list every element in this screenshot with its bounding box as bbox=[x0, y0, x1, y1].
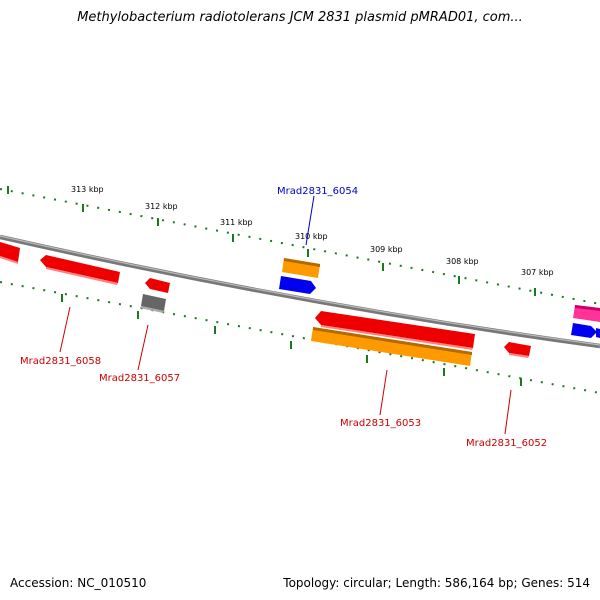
feature-cds-small[interactable] bbox=[145, 278, 170, 293]
feature-cds-mrad2831-6053[interactable] bbox=[315, 311, 475, 348]
gene-label[interactable]: Mrad2831_6058 bbox=[20, 356, 101, 367]
leader-line bbox=[59, 306, 71, 353]
leader-line bbox=[305, 195, 315, 246]
tick-label: 312 kbp bbox=[145, 202, 178, 211]
leader-line bbox=[137, 324, 149, 371]
tick-label: 308 kbp bbox=[446, 257, 479, 266]
tick-label: 311 kbp bbox=[220, 218, 253, 227]
feature-rna[interactable] bbox=[571, 323, 597, 338]
tick-label: 310 kbp bbox=[295, 232, 328, 241]
feature-cds[interactable] bbox=[0, 256, 18, 264]
genome-backbone bbox=[0, 234, 600, 349]
feature-gene-mrad2831-6054-top[interactable] bbox=[284, 258, 320, 267]
feature-rna-mrad2831-6054[interactable] bbox=[279, 276, 316, 294]
feature-cds-mrad2831-6052[interactable] bbox=[504, 342, 531, 356]
genome-backbone-highlight bbox=[0, 235, 600, 346]
accession-text: Accession: NC_010510 bbox=[10, 576, 147, 590]
tick-label: 307 kbp bbox=[521, 268, 554, 277]
gene-label[interactable]: Mrad2831_6053 bbox=[340, 418, 421, 429]
feature-pseudo-shade[interactable] bbox=[140, 306, 164, 313]
leader-line bbox=[379, 369, 388, 416]
feature-other-top[interactable] bbox=[575, 305, 600, 311]
gene-label[interactable]: Mrad2831_6054 bbox=[277, 186, 358, 197]
map-title: Methylobacterium radiotolerans JCM 2831 … bbox=[77, 10, 523, 25]
major-ticks bbox=[7, 186, 536, 386]
feature-gene-mrad2831-6053-top[interactable] bbox=[313, 327, 472, 355]
feature-cds-mrad2831-6058-shade[interactable] bbox=[46, 267, 118, 285]
feature-cds[interactable] bbox=[0, 242, 20, 262]
feature-gene-mrad2831-6053[interactable] bbox=[311, 327, 472, 366]
gene-label[interactable]: Mrad2831_6052 bbox=[466, 438, 547, 449]
feature-cds-mrad2831-6052-shade[interactable] bbox=[509, 353, 529, 358]
feature-cds-mrad2831-6053-shade[interactable] bbox=[321, 325, 473, 350]
gene-label[interactable]: Mrad2831_6057 bbox=[99, 373, 180, 384]
feature-rna[interactable] bbox=[596, 328, 600, 338]
feature-pseudo-mrad2831-6057[interactable] bbox=[141, 294, 166, 311]
genome-summary-text: Topology: circular; Length: 586,164 bp; … bbox=[283, 576, 590, 590]
tick-label: 309 kbp bbox=[370, 245, 403, 254]
feature-cds-mrad2831-6058[interactable] bbox=[40, 255, 120, 283]
tick-label: 313 kbp bbox=[71, 185, 104, 194]
leader-line bbox=[504, 389, 512, 435]
